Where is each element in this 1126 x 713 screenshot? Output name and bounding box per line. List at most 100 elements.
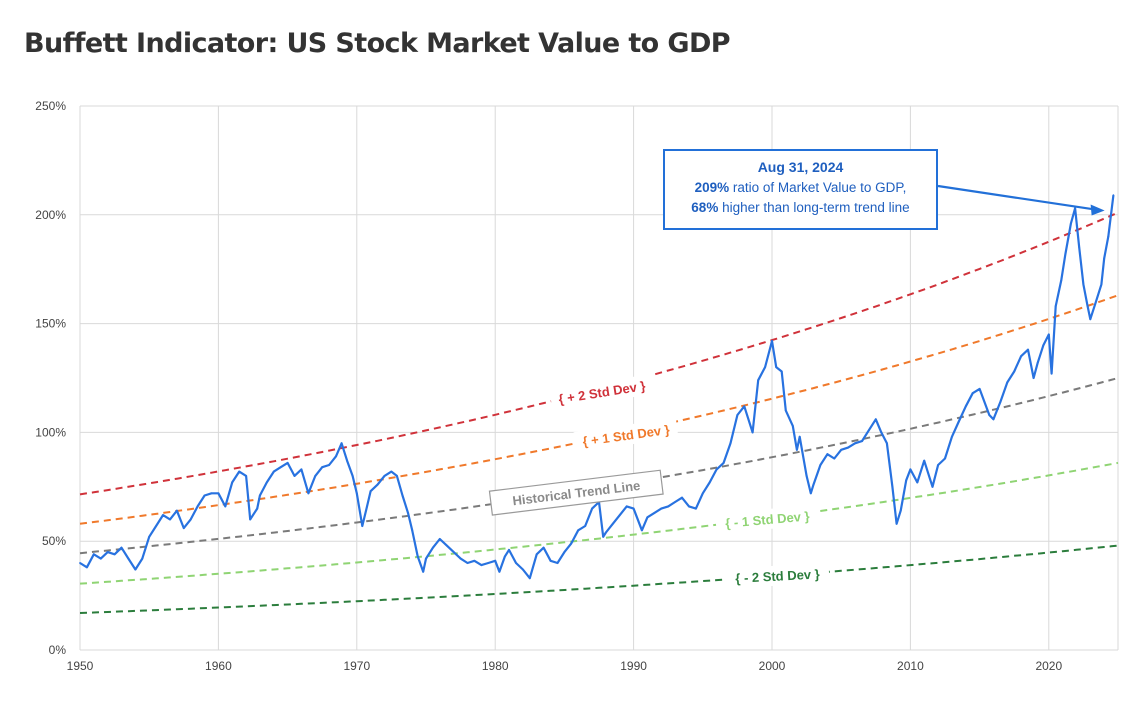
data-point bbox=[1020, 355, 1022, 358]
data-point bbox=[328, 464, 330, 466]
data-point bbox=[840, 448, 843, 451]
data-point bbox=[1027, 348, 1029, 351]
data-point bbox=[667, 505, 670, 508]
data-point bbox=[895, 522, 898, 525]
y-tick-label: 250% bbox=[35, 99, 66, 113]
data-point bbox=[390, 470, 393, 473]
data-point bbox=[210, 492, 213, 495]
data-point bbox=[909, 468, 912, 471]
x-tick-label: 2000 bbox=[759, 659, 786, 673]
data-point bbox=[798, 435, 801, 438]
data-point bbox=[905, 479, 908, 482]
data-point bbox=[999, 401, 1002, 403]
data-point bbox=[812, 483, 815, 486]
data-point bbox=[120, 546, 123, 549]
minus-2-std-dev-label: { - 2 Std Dev } bbox=[735, 566, 820, 585]
annotation-pct: 68% bbox=[691, 200, 719, 215]
data-point bbox=[584, 525, 587, 527]
data-point bbox=[780, 370, 783, 373]
data-point bbox=[886, 442, 888, 445]
data-point bbox=[401, 494, 404, 497]
historical-trend-label-group: Historical Trend Line bbox=[488, 469, 664, 516]
data-point bbox=[1054, 305, 1057, 308]
data-point bbox=[847, 446, 849, 449]
data-point bbox=[286, 462, 289, 464]
plus-1-std-dev-line bbox=[79, 294, 1119, 525]
data-point bbox=[1060, 279, 1063, 281]
y-tick-label: 100% bbox=[35, 425, 66, 439]
annotation-arrow bbox=[937, 184, 1105, 216]
data-point bbox=[916, 481, 919, 484]
data-point bbox=[307, 492, 310, 495]
data-point bbox=[182, 527, 185, 529]
data-point bbox=[445, 544, 448, 547]
data-point bbox=[931, 485, 934, 488]
data-point bbox=[854, 442, 856, 445]
data-point bbox=[688, 505, 690, 508]
data-point bbox=[508, 549, 510, 551]
data-point bbox=[625, 505, 628, 508]
data-point bbox=[743, 405, 746, 408]
data-point bbox=[1013, 370, 1016, 373]
data-point bbox=[695, 507, 697, 510]
annotation-date: Aug 31, 2024 bbox=[757, 159, 844, 175]
data-point bbox=[79, 562, 81, 564]
data-point bbox=[396, 475, 398, 477]
series-layer bbox=[79, 194, 1115, 580]
y-tick-label: 0% bbox=[49, 643, 67, 657]
data-point bbox=[1074, 207, 1076, 210]
data-point bbox=[736, 414, 739, 416]
y-axis-ticks: 0% 50% 100% 150% 200% 250% bbox=[35, 99, 66, 657]
data-point bbox=[729, 442, 732, 445]
data-point bbox=[407, 512, 409, 514]
minus-1-std-dev-label-bg bbox=[715, 504, 820, 534]
data-point bbox=[411, 529, 414, 532]
data-point bbox=[1032, 377, 1035, 379]
data-point bbox=[473, 559, 476, 562]
annotation-pct-text: higher than long-term trend line bbox=[718, 200, 910, 215]
data-point bbox=[321, 466, 324, 469]
grid bbox=[79, 105, 1119, 651]
data-point bbox=[466, 562, 469, 564]
data-point bbox=[771, 340, 773, 342]
data-point bbox=[605, 531, 607, 534]
data-point bbox=[351, 475, 354, 477]
data-point bbox=[438, 538, 441, 540]
data-point bbox=[528, 577, 531, 580]
data-point bbox=[432, 546, 434, 549]
data-point bbox=[602, 535, 605, 538]
data-point bbox=[874, 418, 877, 421]
data-point bbox=[577, 529, 580, 532]
data-point bbox=[653, 512, 656, 514]
annotation-ratio: 209% bbox=[694, 180, 730, 195]
data-point bbox=[1036, 361, 1039, 364]
data-point bbox=[891, 485, 894, 488]
x-tick-label: 1950 bbox=[67, 659, 94, 673]
data-point bbox=[775, 366, 778, 368]
data-point bbox=[1078, 246, 1081, 249]
data-point bbox=[203, 494, 206, 497]
data-point bbox=[646, 516, 649, 519]
data-point bbox=[1042, 344, 1045, 347]
annotation-box: Aug 31, 2024 209% ratio of Market Value … bbox=[663, 149, 938, 230]
x-tick-label: 2020 bbox=[1035, 659, 1062, 673]
data-point bbox=[231, 481, 234, 484]
data-point bbox=[923, 459, 926, 462]
plus-2-std-dev-line bbox=[79, 211, 1119, 496]
data-point bbox=[238, 470, 241, 473]
data-point bbox=[570, 542, 573, 545]
data-point bbox=[632, 507, 635, 510]
y-tick-label: 50% bbox=[42, 534, 66, 548]
data-point bbox=[1095, 300, 1097, 303]
data-point bbox=[494, 559, 497, 562]
data-point bbox=[809, 492, 812, 495]
data-point bbox=[1089, 318, 1092, 321]
historical-trend-line bbox=[79, 377, 1119, 555]
data-point bbox=[265, 481, 268, 484]
data-point bbox=[715, 468, 718, 471]
data-point bbox=[189, 518, 192, 521]
data-point bbox=[784, 409, 787, 412]
data-point bbox=[335, 455, 337, 458]
data-point bbox=[504, 555, 506, 558]
minus-2-std-dev-label-bg bbox=[725, 562, 830, 589]
